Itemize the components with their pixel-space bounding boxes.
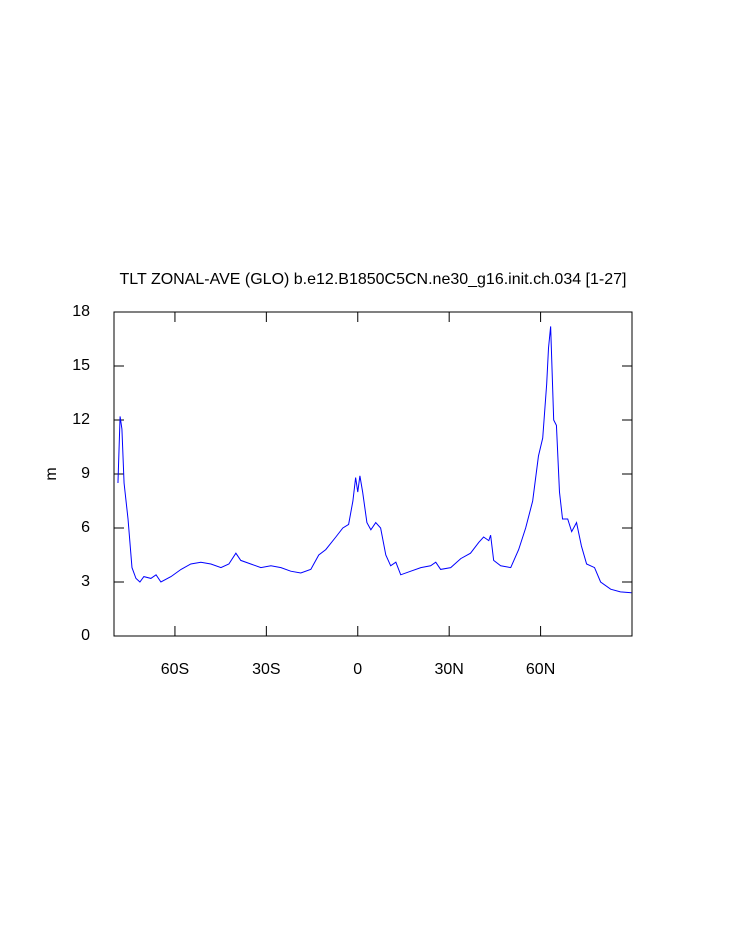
- x-tick-label: 0: [353, 661, 362, 678]
- y-tick-label: 9: [81, 465, 90, 482]
- plot-frame: [113, 311, 633, 637]
- y-axis-label: m: [43, 467, 60, 480]
- x-tick-label: 60S: [161, 661, 189, 678]
- y-tick-label: 6: [81, 519, 90, 536]
- y-tick-label: 0: [81, 627, 90, 644]
- chart-title: TLT ZONAL-AVE (GLO) b.e12.B1850C5CN.ne30…: [120, 271, 627, 288]
- x-tick-label: 30S: [252, 661, 280, 678]
- data-line: [117, 326, 632, 594]
- x-tick-label: 30N: [434, 661, 463, 678]
- y-tick-label: 3: [81, 573, 90, 590]
- y-tick-label: 18: [72, 303, 90, 320]
- x-tick-label: 60N: [526, 661, 555, 678]
- y-tick-label: 15: [72, 357, 90, 374]
- y-tick-label: 12: [72, 411, 90, 428]
